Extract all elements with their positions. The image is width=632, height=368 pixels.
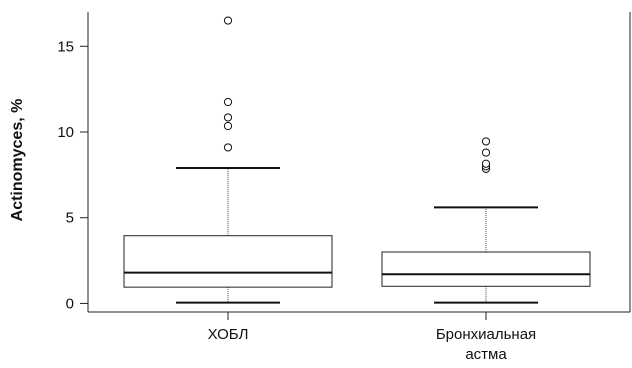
box-group-2 [381, 137, 591, 304]
outlier-point [223, 97, 233, 107]
outlier-point [481, 148, 491, 157]
iqr-box [381, 251, 591, 287]
outlier-point [223, 143, 233, 152]
y-tick-label-0: 0 [66, 295, 74, 312]
outlier-point [223, 121, 233, 131]
outlier-point [223, 113, 233, 122]
iqr-box [123, 235, 333, 288]
y-ticks: 0 5 10 15 [57, 38, 88, 312]
y-tick-label-5: 5 [66, 210, 74, 227]
y-axis-title: Actinomyces, % [9, 99, 26, 222]
boxes [123, 16, 591, 304]
x-category-label: ХОБЛ [208, 326, 249, 343]
y-tick-label-15: 15 [57, 38, 74, 55]
box-group-1 [123, 16, 333, 304]
outlier-point [481, 137, 491, 146]
x-category-label: астма [465, 346, 507, 363]
y-tick-label-10: 10 [57, 124, 74, 141]
outlier-point [223, 16, 233, 25]
outlier-point [481, 159, 491, 168]
x-category-label: Бронхиальная [436, 326, 536, 343]
x-ticks: ХОБЛ Бронхиальная астма [208, 312, 536, 363]
